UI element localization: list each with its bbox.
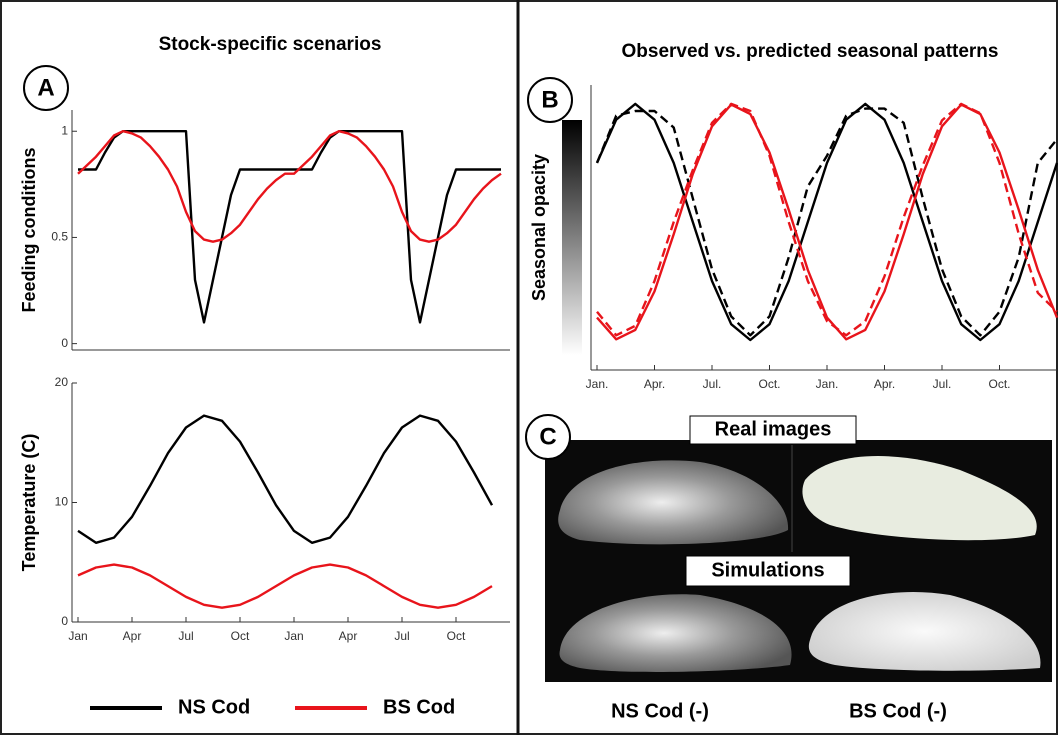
x-tick-label: Jan: [68, 629, 87, 643]
x-tick-label: Jul: [394, 629, 409, 643]
x-tick-label: Apr.: [874, 377, 895, 391]
panel-badge: [525, 414, 571, 460]
x-tick-label: Oct.: [758, 377, 780, 391]
y-axis-label: Feeding conditions: [19, 148, 39, 313]
panel-badge: [23, 65, 69, 111]
x-tick-label: Oct: [447, 629, 466, 643]
x-tick-label: Oct: [231, 629, 250, 643]
otolith-sim-ns: [559, 594, 792, 672]
x-tick-label: Oct.: [988, 377, 1010, 391]
panel-title: Observed vs. predicted seasonal patterns: [622, 41, 999, 62]
y-axis-label: Seasonal opacity: [529, 154, 549, 301]
legend-label: NS Cod: [178, 696, 250, 718]
x-tick-label: Jul: [178, 629, 193, 643]
x-tick-label: Apr: [339, 629, 358, 643]
series-line: [78, 130, 501, 324]
x-tick-label: Jul.: [703, 377, 722, 391]
panel-badge: [527, 77, 573, 123]
y-tick-label: 0: [61, 614, 68, 628]
otolith-real-ns: [558, 460, 789, 545]
series-line: [595, 107, 1058, 337]
series-line: [596, 102, 1058, 337]
label-box: [689, 415, 857, 445]
panel-letter: C: [539, 423, 556, 450]
y-tick-label: 20: [55, 375, 69, 389]
x-tick-label: Jan.: [586, 377, 609, 391]
y-tick-label: 1: [61, 123, 68, 137]
y-axis-label: Temperature (C): [19, 434, 39, 572]
x-tick-label: Jan: [284, 629, 303, 643]
legend-label: BS Cod: [383, 696, 455, 718]
image-row-label: Real images: [715, 418, 832, 440]
y-tick-label: 0.5: [51, 230, 68, 244]
panel-letter: A: [37, 74, 54, 101]
otolith-sim-bs: [808, 592, 1041, 671]
image-caption: BS Cod (-): [849, 700, 947, 722]
x-tick-label: Apr.: [644, 377, 665, 391]
panel-c-images: [545, 415, 1052, 682]
panel-letter: B: [541, 86, 558, 113]
image-row-label: Simulations: [711, 559, 824, 581]
x-tick-label: Apr: [123, 629, 142, 643]
otolith-real-bs: [802, 456, 1037, 541]
panel-title: Stock-specific scenarios: [159, 34, 382, 55]
image-caption: NS Cod (-): [611, 700, 709, 722]
x-tick-label: Jan.: [816, 377, 839, 391]
series-line: [77, 130, 502, 243]
y-tick-label: 0: [61, 336, 68, 350]
opacity-gradient: [562, 120, 582, 355]
y-tick-label: 10: [55, 495, 69, 509]
label-box: [685, 555, 851, 587]
x-tick-label: Jul.: [933, 377, 952, 391]
series-line: [596, 103, 1058, 341]
series-line: [77, 563, 493, 609]
series-line: [77, 414, 494, 544]
series-line: [595, 102, 1058, 342]
